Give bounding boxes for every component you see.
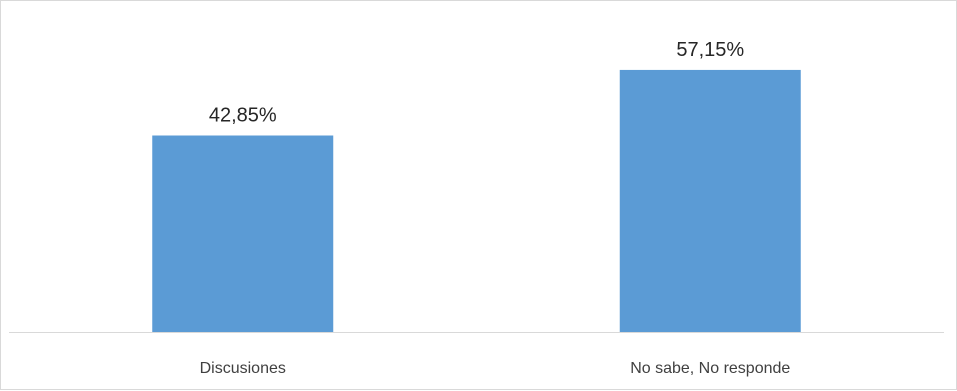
bar-0	[152, 135, 334, 332]
data-label-0: 42,85%	[209, 105, 277, 127]
category-label-0: Discusiones	[200, 360, 286, 377]
bars-group	[152, 69, 801, 333]
data-label-1: 57,15%	[676, 39, 744, 61]
bar-1	[619, 69, 801, 333]
labels-group: 42,85% Discusiones 57,15% No sabe, No respo…	[200, 39, 791, 377]
category-label-1: No sabe, No responde	[630, 360, 790, 377]
